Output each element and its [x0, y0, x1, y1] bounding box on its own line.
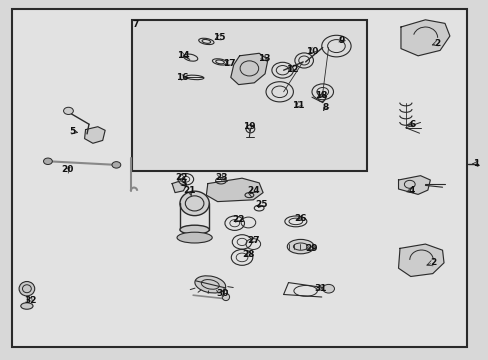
- Text: 28: 28: [242, 251, 254, 259]
- Text: 9: 9: [337, 36, 344, 45]
- Polygon shape: [84, 127, 105, 143]
- Text: 31: 31: [313, 284, 326, 293]
- Ellipse shape: [180, 191, 209, 216]
- Text: 10: 10: [305, 46, 318, 55]
- Ellipse shape: [19, 282, 35, 296]
- Text: 30: 30: [216, 289, 228, 298]
- Ellipse shape: [287, 239, 313, 254]
- Polygon shape: [398, 176, 429, 194]
- Ellipse shape: [180, 225, 209, 234]
- Text: 1: 1: [472, 159, 478, 168]
- Polygon shape: [230, 53, 267, 85]
- Text: 27: 27: [246, 236, 259, 245]
- Circle shape: [43, 158, 52, 165]
- Text: 22: 22: [175, 173, 188, 181]
- Text: 18: 18: [315, 91, 327, 100]
- Text: 8: 8: [322, 104, 327, 112]
- Text: 23: 23: [214, 173, 227, 181]
- Polygon shape: [398, 244, 443, 276]
- Circle shape: [112, 162, 121, 168]
- Ellipse shape: [195, 276, 225, 293]
- Text: 19: 19: [243, 122, 255, 131]
- Text: 24: 24: [246, 186, 259, 195]
- Ellipse shape: [177, 232, 212, 243]
- Text: 5: 5: [69, 127, 75, 136]
- Text: 4: 4: [408, 186, 415, 194]
- Text: 6: 6: [408, 120, 414, 129]
- Circle shape: [63, 107, 73, 114]
- Text: 2: 2: [429, 258, 435, 267]
- Ellipse shape: [222, 293, 229, 301]
- Text: 22: 22: [232, 215, 244, 224]
- Polygon shape: [172, 181, 186, 193]
- Polygon shape: [400, 20, 449, 56]
- Text: 3: 3: [180, 179, 186, 188]
- Text: 12: 12: [285, 65, 298, 74]
- Text: 11: 11: [291, 100, 304, 109]
- Text: 13: 13: [257, 54, 270, 63]
- Text: 17: 17: [222, 58, 235, 68]
- Bar: [132, 20, 366, 171]
- Text: 29: 29: [305, 244, 318, 253]
- Text: 7: 7: [132, 20, 139, 29]
- Ellipse shape: [20, 303, 33, 309]
- Text: 26: 26: [294, 214, 306, 223]
- Circle shape: [322, 284, 334, 293]
- Polygon shape: [206, 178, 263, 202]
- Text: 32: 32: [24, 296, 37, 305]
- Text: 2: 2: [434, 39, 440, 48]
- Text: 25: 25: [255, 200, 267, 209]
- Text: 20: 20: [61, 165, 74, 174]
- Text: 15: 15: [212, 33, 225, 42]
- Text: 21: 21: [183, 186, 196, 194]
- Text: 16: 16: [175, 73, 188, 82]
- Text: 14: 14: [177, 51, 189, 60]
